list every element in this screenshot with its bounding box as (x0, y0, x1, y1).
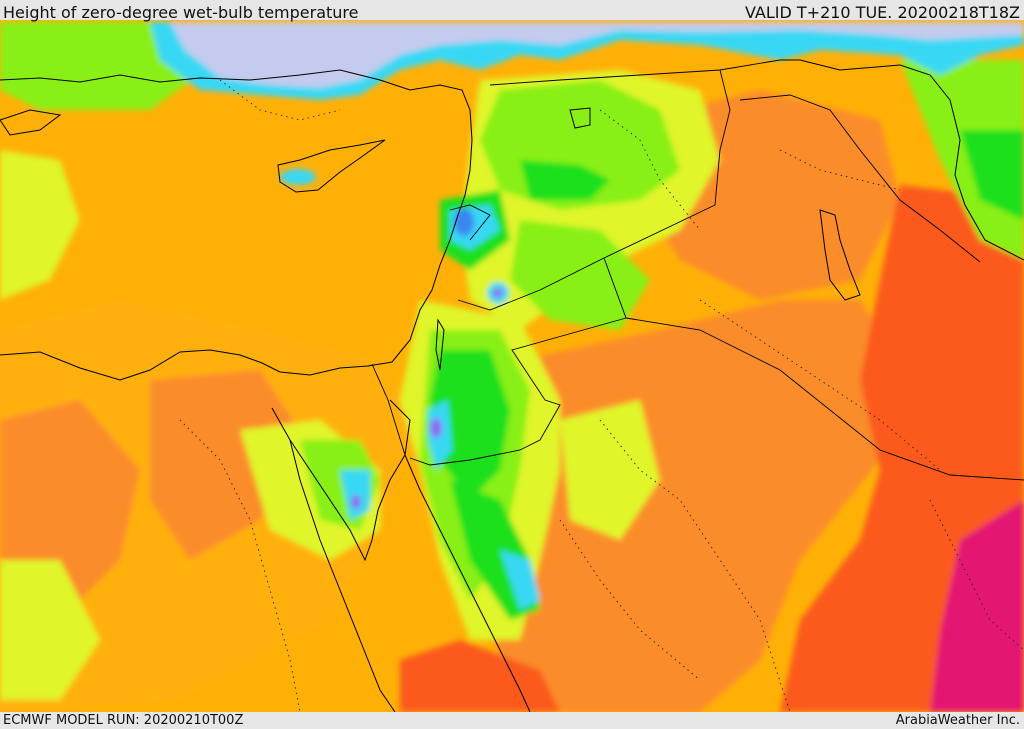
zone-violet-hermon (493, 288, 503, 298)
coast-crete (0, 109, 62, 136)
zone-jordan-yellow (560, 400, 660, 540)
border-turkey-syria (489, 59, 800, 86)
border-jordan (409, 257, 627, 466)
province-lines (179, 79, 1024, 712)
lake-assad (569, 107, 591, 129)
zone-green-syria (520, 160, 610, 200)
border-egypt-israel (371, 363, 406, 456)
dotted-line-saudi-2 (699, 299, 941, 471)
footer-bar: ECMWF MODEL RUN: 20200210T00Z ArabiaWeat… (0, 712, 1024, 729)
model-run: ECMWF MODEL RUN: 20200210T00Z (3, 713, 244, 728)
zone-egypt-orange (150, 370, 300, 560)
zone-green-iran (960, 130, 1024, 220)
coast-red-sea-east (404, 454, 531, 712)
zone-west-yellow (0, 150, 80, 300)
dotted-line-iraq (779, 149, 901, 191)
coastlines (0, 59, 1024, 712)
zone-cyan-cyprus (280, 169, 316, 185)
lake-dead-sea (435, 318, 445, 371)
border-syria-iraq (603, 69, 731, 259)
border-saudi-iraq (625, 317, 1024, 481)
header-bar: Height of zero-degree wet-bulb temperatu… (0, 0, 1024, 22)
zone-cyan-sinai (340, 470, 370, 520)
coast-levant-turkey (0, 69, 473, 381)
zone-desert-lightgreen (510, 220, 650, 330)
dotted-line-east (929, 499, 1024, 651)
coast-iran-iraq (799, 59, 1024, 261)
border-iraq-iran (739, 94, 981, 263)
zone-blue-lebanon (454, 208, 474, 236)
map-canvas (0, 20, 1024, 712)
credit: ArabiaWeather Inc. (895, 713, 1020, 728)
weather-map (0, 20, 1024, 712)
zone-sw-yellow (0, 560, 100, 700)
field-shading (0, 22, 1024, 712)
coast-cyprus (277, 139, 386, 193)
zone-violet-sinai (351, 495, 361, 509)
map-title: Height of zero-degree wet-bulb temperatu… (3, 3, 359, 22)
dotted-line-egypt (179, 419, 301, 712)
valid-time: VALID T+210 TUE. 20200218T18Z (744, 3, 1020, 22)
zone-arabia-orange (480, 300, 900, 712)
border-lebanon (449, 204, 491, 241)
coast-sinai (271, 399, 411, 562)
borders (371, 59, 1024, 481)
coast-gulf-islands (819, 209, 861, 301)
zone-cyan-hejaz (500, 550, 540, 610)
dotted-line-syria (599, 109, 701, 231)
zone-magenta (930, 500, 1024, 712)
zone-sea-cold (170, 22, 1024, 88)
zone-violet-jordan (430, 418, 442, 438)
coast-red-sea-west (289, 439, 396, 712)
zone-south-red (400, 640, 560, 712)
zone-iran-lightgreen (900, 60, 1024, 260)
